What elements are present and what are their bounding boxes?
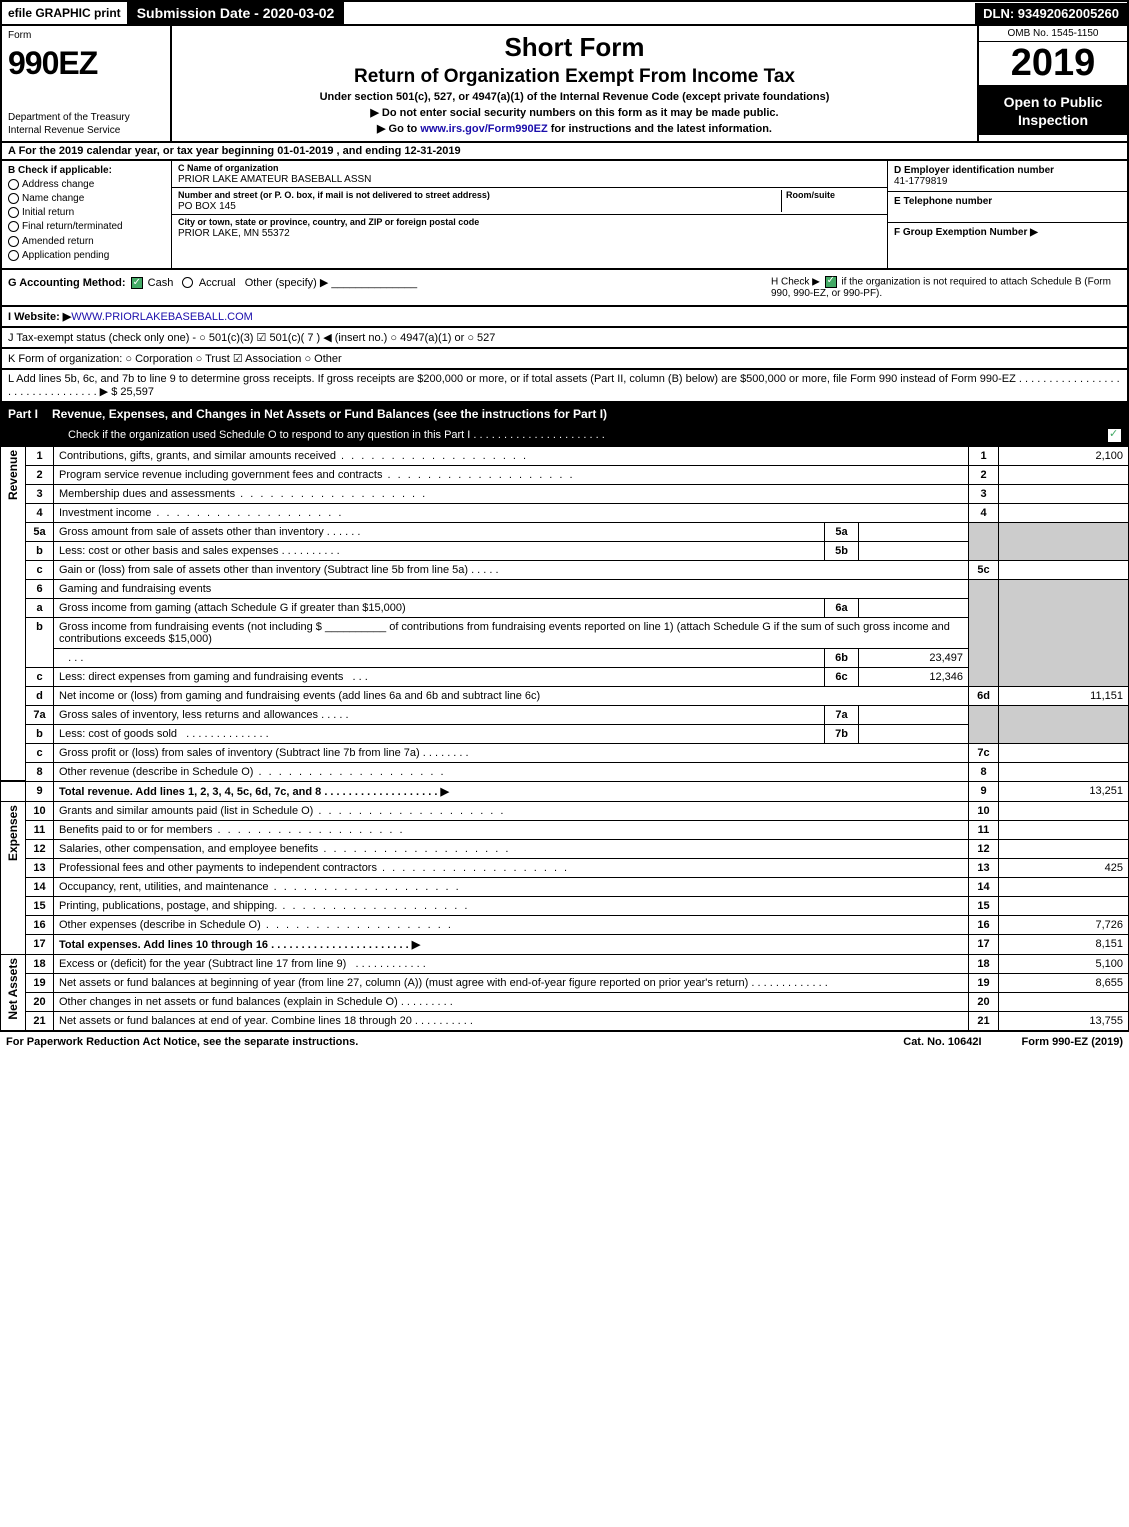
- do-not-enter: ▶ Do not enter social security numbers o…: [182, 106, 967, 119]
- part-i-header: Part I Revenue, Expenses, and Changes in…: [0, 403, 1129, 425]
- line-14-value: [999, 877, 1129, 896]
- line-5c-value: [999, 560, 1129, 579]
- section-c: C Name of organization PRIOR LAKE AMATEU…: [172, 161, 887, 268]
- checkbox-schedule-o[interactable]: [1108, 429, 1121, 442]
- efile-label[interactable]: efile GRAPHIC print: [2, 4, 127, 22]
- checkbox-address-change[interactable]: [8, 179, 19, 190]
- line-12-value: [999, 839, 1129, 858]
- goto-line: ▶ Go to www.irs.gov/Form990EZ for instru…: [182, 122, 967, 135]
- footer-right: Form 990-EZ (2019): [1022, 1036, 1123, 1048]
- org-address: PO BOX 145: [178, 201, 236, 212]
- line-k-form-org: K Form of organization: ○ Corporation ○ …: [0, 349, 1129, 370]
- irs-link[interactable]: www.irs.gov/Form990EZ: [420, 123, 547, 135]
- under-section: Under section 501(c), 527, or 4947(a)(1)…: [182, 91, 967, 103]
- form-header: Form 990EZ Department of the Treasury In…: [0, 26, 1129, 143]
- line-20-value: [999, 992, 1129, 1011]
- checkbox-cash[interactable]: [131, 277, 143, 289]
- org-city: PRIOR LAKE, MN 55372: [178, 228, 290, 239]
- return-title: Return of Organization Exempt From Incom…: [182, 66, 967, 88]
- line-18-value: 5,100: [999, 954, 1129, 973]
- top-bar: efile GRAPHIC print Submission Date - 20…: [0, 0, 1129, 26]
- line-8-value: [999, 762, 1129, 781]
- line-15-value: [999, 896, 1129, 915]
- line-7b-value: [859, 724, 969, 743]
- line-10-value: [999, 801, 1129, 820]
- open-to-public: Open to Public Inspection: [979, 87, 1127, 135]
- line-7a-value: [859, 705, 969, 724]
- line-6b-value: 23,497: [859, 648, 969, 667]
- line-16-value: 7,726: [999, 915, 1129, 934]
- line-l-gross-receipts: L Add lines 5b, 6c, and 7b to line 9 to …: [0, 370, 1129, 403]
- line-2-value: [999, 465, 1129, 484]
- row-g-h: G Accounting Method: Cash Accrual Other …: [0, 270, 1129, 307]
- line-j-status: J Tax-exempt status (check only one) - ○…: [0, 328, 1129, 349]
- form-word: Form: [8, 30, 164, 41]
- revenue-table: Revenue 1 Contributions, gifts, grants, …: [0, 446, 1129, 1031]
- website-link[interactable]: WWW.PRIORLAKEBASEBALL.COM: [71, 311, 253, 323]
- header-center: Short Form Return of Organization Exempt…: [172, 26, 977, 141]
- line-4-value: [999, 503, 1129, 522]
- line-5a-value: [859, 522, 969, 541]
- line-17-value: 8,151: [999, 934, 1129, 954]
- footer-left: For Paperwork Reduction Act Notice, see …: [6, 1036, 863, 1048]
- checkbox-accrual[interactable]: [182, 277, 193, 288]
- expenses-section-label: Expenses: [6, 805, 20, 861]
- line-11-value: [999, 820, 1129, 839]
- line-3-value: [999, 484, 1129, 503]
- row-a-taxyear: A For the 2019 calendar year, or tax yea…: [0, 143, 1129, 161]
- checkbox-final-return[interactable]: [8, 221, 19, 232]
- line-13-value: 425: [999, 858, 1129, 877]
- line-6a-value: [859, 598, 969, 617]
- checkbox-amended-return[interactable]: [8, 236, 19, 247]
- line-9-value: 13,251: [999, 781, 1129, 801]
- header-left: Form 990EZ Department of the Treasury In…: [2, 26, 172, 141]
- header-right: OMB No. 1545-1150 2019 Open to Public In…: [977, 26, 1127, 141]
- submission-date: Submission Date - 2020-03-02: [127, 2, 345, 24]
- line-6d-value: 11,151: [999, 686, 1129, 705]
- short-form-title: Short Form: [182, 32, 967, 63]
- line-6c-value: 12,346: [859, 667, 969, 686]
- line-19-value: 8,655: [999, 973, 1129, 992]
- section-def: D Employer identification number 41-1779…: [887, 161, 1127, 268]
- section-b: B Check if applicable: Address change Na…: [2, 161, 172, 268]
- gross-receipts-value: 25,597: [120, 386, 154, 398]
- netassets-section-label: Net Assets: [6, 958, 20, 1020]
- ein: 41-1779819: [894, 176, 947, 187]
- checkbox-name-change[interactable]: [8, 193, 19, 204]
- tax-year: 2019: [979, 42, 1127, 87]
- department-label: Department of the Treasury Internal Reve…: [8, 111, 164, 137]
- line-7c-value: [999, 743, 1129, 762]
- dln-label: DLN: 93492062005260: [975, 3, 1127, 24]
- omb-number: OMB No. 1545-1150: [979, 26, 1127, 42]
- line-1-value: 2,100: [999, 446, 1129, 465]
- form-number: 990EZ: [8, 45, 164, 82]
- org-name: PRIOR LAKE AMATEUR BASEBALL ASSN: [178, 174, 371, 185]
- line-i-website: I Website: ▶WWW.PRIORLAKEBASEBALL.COM: [0, 307, 1129, 328]
- checkbox-h[interactable]: [825, 276, 837, 288]
- line-5b-value: [859, 541, 969, 560]
- section-bcdef: B Check if applicable: Address change Na…: [0, 161, 1129, 270]
- revenue-section-label: Revenue: [6, 450, 20, 500]
- footer-center: Cat. No. 10642I: [903, 1036, 981, 1048]
- checkbox-initial-return[interactable]: [8, 207, 19, 218]
- checkbox-application-pending[interactable]: [8, 250, 19, 261]
- page-footer: For Paperwork Reduction Act Notice, see …: [0, 1031, 1129, 1052]
- part-i-check: Check if the organization used Schedule …: [0, 425, 1129, 446]
- line-21-value: 13,755: [999, 1011, 1129, 1030]
